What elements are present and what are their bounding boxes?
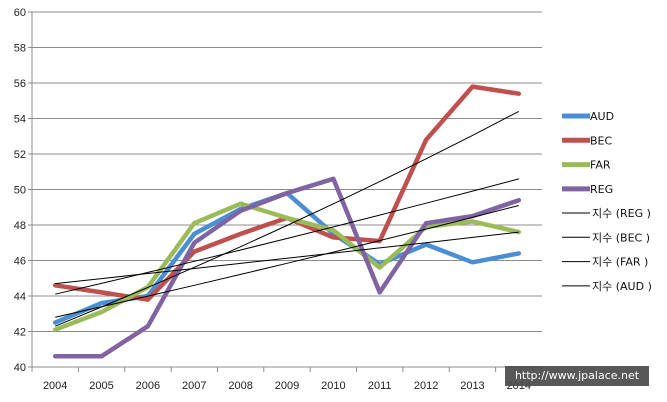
x-tick-label-2013: 2013	[460, 380, 484, 392]
legend-label: REG	[590, 183, 613, 196]
x-tick-label-2010: 2010	[321, 380, 345, 392]
y-axis-ticks: 40 42 44 46 48 50 52 54 56 58 60	[14, 7, 32, 374]
trendline-2	[55, 110, 520, 327]
y-tick-label-58: 58	[14, 43, 26, 55]
y-tick-label-52: 52	[14, 149, 26, 161]
legend-item-trend-4: 지수 (AUD )	[562, 280, 652, 293]
x-tick-label-2007: 2007	[182, 380, 206, 392]
series-line-reg	[52, 176, 522, 359]
y-tick-label-56: 56	[14, 78, 26, 90]
y-tick-label-48: 48	[14, 220, 26, 232]
gridlines	[32, 11, 542, 332]
legend-item-trend-2: 지수 (BEC )	[562, 231, 650, 244]
legend-label: FAR	[590, 159, 611, 172]
legend-label: BEC	[590, 134, 612, 147]
y-tick-label-54: 54	[14, 114, 26, 126]
legend: AUD BEC FAR REG 지수 (REG ) 지수 (BEC ) 지수 (FAR ) 지…	[562, 110, 652, 293]
legend-label: 지수 (FAR )	[592, 256, 648, 269]
x-tick-label-2009: 2009	[275, 380, 299, 392]
trendline-4	[55, 231, 519, 285]
x-tick-label-2006: 2006	[136, 380, 160, 392]
y-tick-label-42: 42	[14, 327, 26, 339]
y-tick-label-60: 60	[14, 7, 26, 19]
y-tick-label-40: 40	[14, 362, 26, 374]
legend-label: 지수 (BEC )	[592, 231, 650, 244]
watermark: http://www.jpalace.net	[505, 366, 649, 386]
legend-item-trend-3: 지수 (FAR )	[562, 256, 648, 269]
x-tick-label-2008: 2008	[228, 380, 252, 392]
legend-label: 지수 (AUD )	[592, 280, 652, 293]
trendline-1	[55, 205, 519, 318]
y-tick-label-44: 44	[14, 291, 26, 303]
legend-item-reg: REG	[562, 183, 613, 196]
x-tick-label-2004: 2004	[43, 380, 67, 392]
trendlines	[55, 110, 520, 327]
x-tick-label-2011: 2011	[368, 380, 392, 392]
trendline-3	[55, 178, 519, 295]
series-line-far	[52, 201, 522, 332]
x-axis-ticks: 2004 2005 2006 2007 2008 2009 2010 2011 2012 2013…	[31, 367, 543, 392]
legend-item-aud: AUD	[562, 110, 614, 123]
x-tick-label-2005: 2005	[89, 380, 113, 392]
legend-item-trend-1: 지수 (REG )	[562, 207, 651, 220]
legend-label: 지수 (REG )	[592, 207, 651, 220]
series-lines	[52, 84, 522, 359]
y-tick-label-50: 50	[14, 185, 26, 197]
x-tick-label-2012: 2012	[414, 380, 438, 392]
legend-label: AUD	[590, 110, 614, 123]
legend-item-bec: BEC	[562, 134, 612, 147]
y-tick-label-46: 46	[14, 256, 26, 268]
legend-item-far: FAR	[562, 159, 611, 172]
